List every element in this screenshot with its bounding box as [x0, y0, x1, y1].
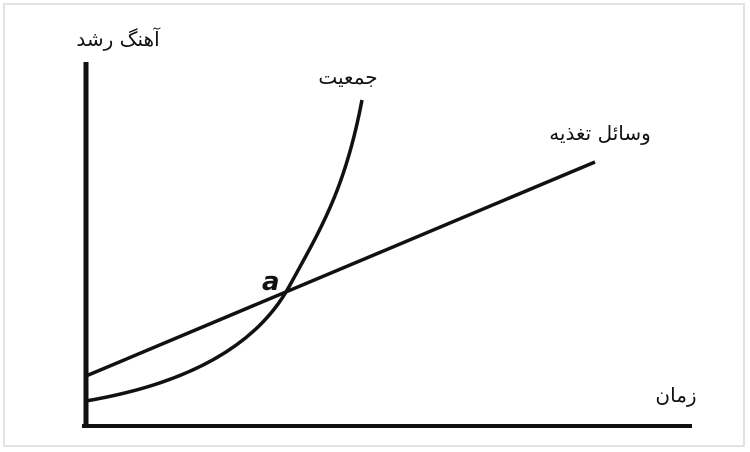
curve-label: جمعیت	[318, 65, 377, 89]
frame	[3, 3, 745, 447]
curve-label: وسائل تغذیه	[549, 121, 651, 145]
population-curve	[85, 99, 364, 403]
intersection-label: a	[262, 267, 280, 297]
x-axis-label: زمان	[655, 383, 696, 407]
y-axis-label: آهنگ رشد	[76, 26, 161, 51]
food-line	[85, 160, 596, 378]
